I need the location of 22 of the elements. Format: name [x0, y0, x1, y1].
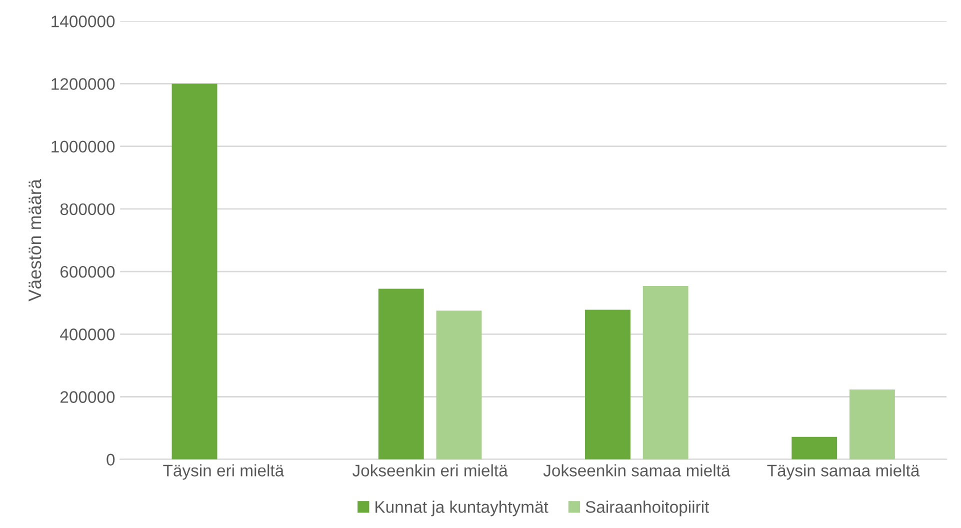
- bar: [585, 310, 630, 460]
- y-tick-label: 400000: [60, 328, 115, 340]
- bar: [792, 436, 838, 460]
- y-axis-title: Väestön määrä: [28, 179, 42, 302]
- y-tick-label: 1200000: [52, 78, 115, 90]
- x-tick-label: Jokseenkin samaa mieltä: [543, 464, 730, 476]
- bar: [642, 286, 688, 460]
- y-tick-label: 1000000: [52, 140, 115, 153]
- y-tick-label: 1400000: [52, 16, 115, 28]
- y-tick-label: 0: [106, 454, 115, 466]
- x-tick-label: Jokseenkin eri mieltä: [352, 464, 508, 476]
- y-tick-label: 200000: [60, 391, 115, 403]
- x-tick-label: Täysin samaa mieltä: [767, 464, 920, 480]
- bar: [849, 390, 895, 460]
- y-tick-label: 800000: [60, 203, 115, 216]
- legend-label: Sairaanhoitopiirit: [586, 500, 710, 516]
- x-tick-label: Täysin eri mieltä: [163, 464, 284, 480]
- bar: [172, 84, 218, 460]
- y-tick-label: 600000: [60, 266, 115, 278]
- bar: [378, 288, 424, 460]
- bar: [436, 310, 482, 460]
- legend-label: Kunnat ja kuntayhtymät: [376, 500, 548, 516]
